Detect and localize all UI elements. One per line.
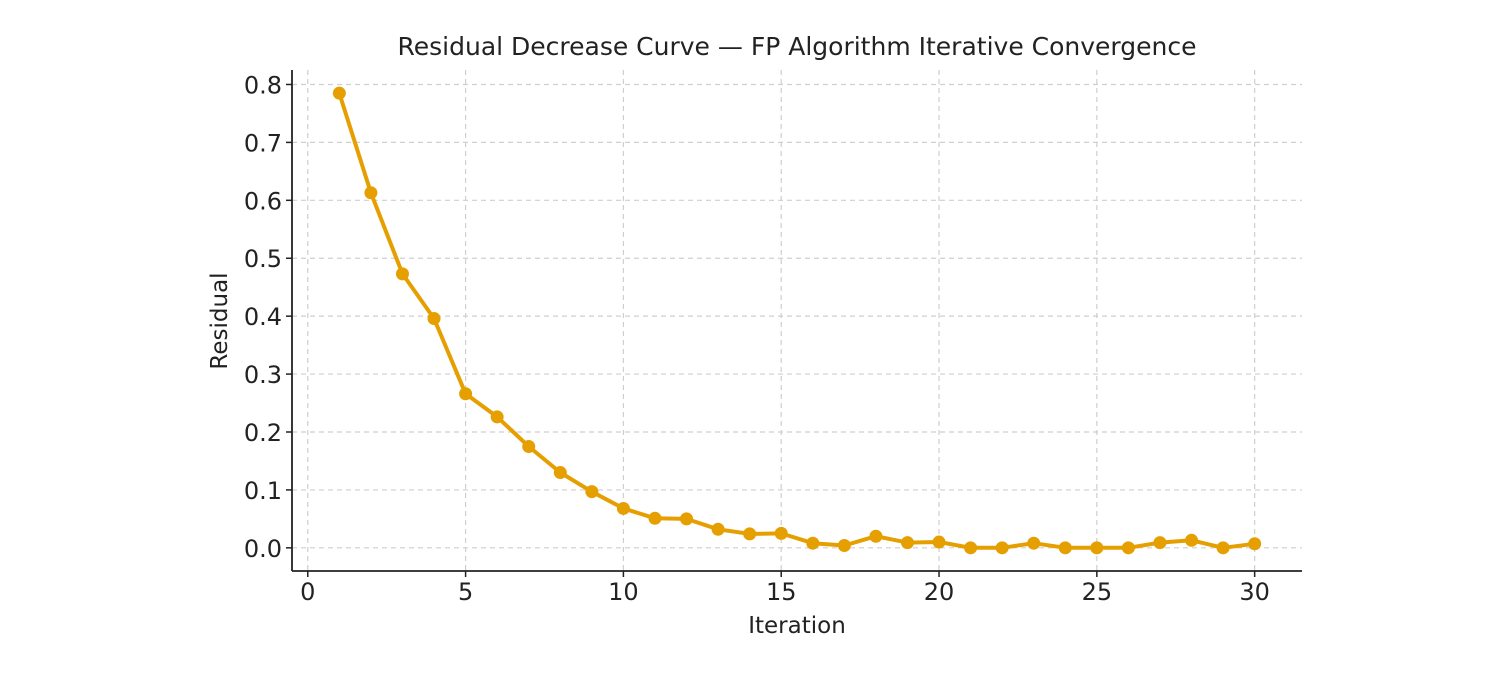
data-point <box>806 536 820 550</box>
y-tick-label: 0.5 <box>244 245 282 273</box>
data-point <box>1153 536 1167 550</box>
x-tick-label: 0 <box>300 578 315 606</box>
data-point <box>553 466 567 480</box>
data-point <box>964 541 978 555</box>
grid <box>292 70 1302 571</box>
data-point <box>995 541 1009 555</box>
data-point <box>585 485 599 499</box>
data-point <box>1185 533 1199 547</box>
x-tick-label: 10 <box>608 578 639 606</box>
data-point <box>680 512 694 526</box>
data-point <box>869 529 883 543</box>
data-point <box>900 536 914 550</box>
chart-title: Residual Decrease Curve — FP Algorithm I… <box>398 32 1197 61</box>
x-tick-label: 15 <box>766 578 797 606</box>
y-axis-label: Residual <box>207 272 233 369</box>
data-point <box>743 527 757 541</box>
data-point <box>364 186 378 200</box>
data-series <box>332 86 1262 555</box>
y-tick-label: 0.0 <box>244 535 282 563</box>
y-tick-label: 0.2 <box>244 419 282 447</box>
x-tick-label: 20 <box>924 578 955 606</box>
data-point <box>616 501 630 515</box>
ticks: 0 5 10 15 20 25 30 0.0 0.1 0.2 0.3 0.4 0.5 0.6 0.7 0.8 <box>244 71 1270 606</box>
data-point <box>427 311 441 325</box>
data-point <box>1216 541 1230 555</box>
axes <box>291 70 1302 572</box>
data-point <box>711 522 725 536</box>
x-tick-label: 5 <box>458 578 473 606</box>
y-tick-label: 0.4 <box>244 303 282 331</box>
data-point <box>395 267 409 281</box>
data-point <box>774 526 788 540</box>
data-point <box>1090 541 1104 555</box>
data-point <box>522 439 536 453</box>
data-point <box>648 511 662 525</box>
data-point <box>490 410 504 424</box>
x-tick-label: 30 <box>1239 578 1270 606</box>
y-tick-label: 0.7 <box>244 129 282 157</box>
x-axis-label: Iteration <box>748 613 846 639</box>
data-point <box>1248 537 1262 551</box>
data-point <box>837 539 851 553</box>
y-tick-label: 0.3 <box>244 361 282 389</box>
y-tick-label: 0.8 <box>244 71 282 99</box>
series-line <box>337 91 1257 550</box>
y-tick-label: 0.6 <box>244 187 282 215</box>
data-point <box>332 86 346 100</box>
data-point <box>932 535 946 549</box>
x-tick-label: 25 <box>1082 578 1113 606</box>
y-tick-label: 0.1 <box>244 477 282 505</box>
data-point <box>1121 541 1135 555</box>
data-point <box>1027 536 1041 550</box>
data-point <box>1058 541 1072 555</box>
data-point <box>459 387 473 401</box>
